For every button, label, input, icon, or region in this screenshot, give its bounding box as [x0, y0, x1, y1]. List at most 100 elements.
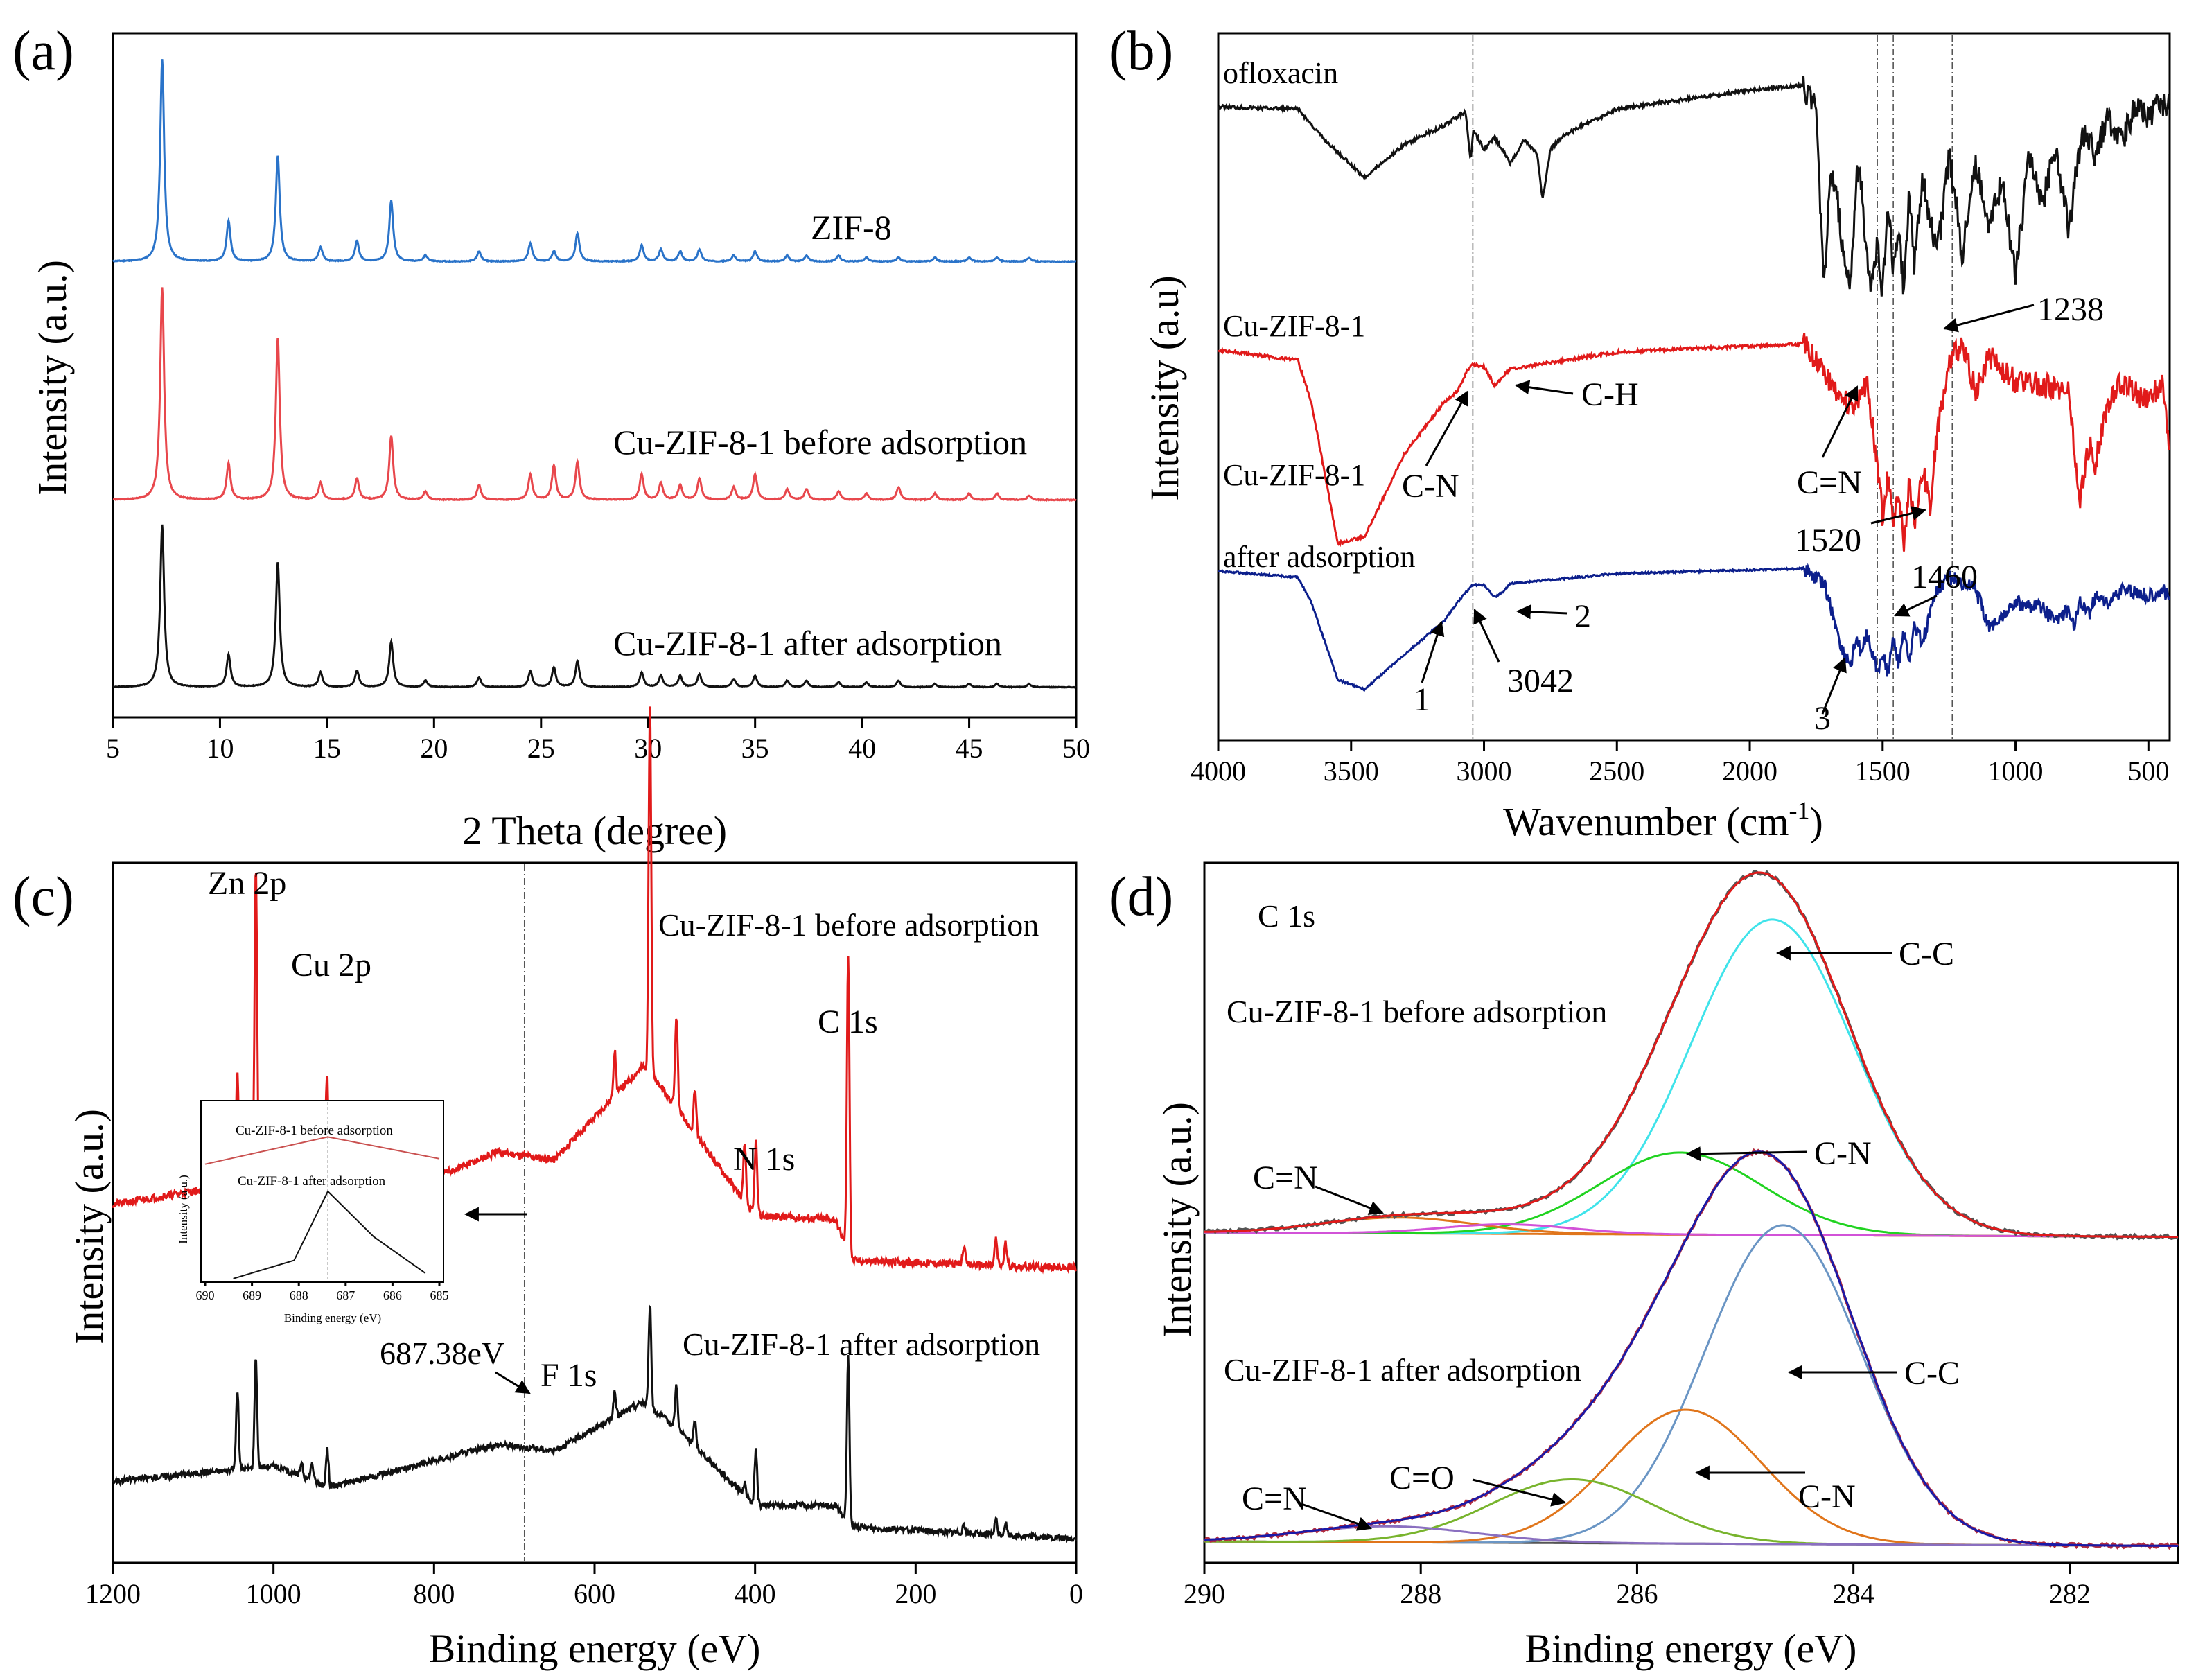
label-zn2p: Zn 2p	[208, 865, 286, 902]
panel-b-label: (b)	[1109, 21, 1173, 82]
x-tick-label: 0	[1069, 1578, 1083, 1609]
panel-a-ylabel: Intensity (a.u.)	[30, 260, 75, 496]
xps-survey-line	[112, 1304, 1078, 1543]
x-tick-label: 290	[1184, 1578, 1225, 1609]
c1s-envelope-line	[1204, 871, 2178, 1238]
x-tick-label: 500	[2127, 755, 2169, 787]
label-ceqn: C=N	[1797, 464, 1862, 501]
panel-d-label: (d)	[1109, 866, 1173, 927]
c1s-component-line	[1204, 918, 2178, 1238]
label-ceqn1: C=N	[1253, 1160, 1318, 1196]
arrow-n1	[1421, 621, 1445, 683]
x-tick-label: 685	[430, 1288, 449, 1302]
label-1520: 1520	[1795, 522, 1861, 559]
c1s-component-line	[1204, 1478, 2178, 1547]
arrow-1460	[1894, 595, 1938, 617]
panel-c-x-ticks: 1200 1000 800 600 400 200 0	[85, 1563, 1083, 1609]
label-n2: 2	[1574, 598, 1591, 635]
x-tick-label: 15	[313, 733, 341, 764]
x-tick-label: 686	[383, 1288, 402, 1302]
label-d-after: Cu-ZIF-8-1 after adsorption	[1224, 1352, 1581, 1388]
arrow-cn	[1425, 390, 1469, 466]
label-a-before: Cu-ZIF-8-1 before adsorption	[613, 423, 1027, 462]
label-n3: 3	[1814, 700, 1831, 737]
x-tick-label: 400	[735, 1578, 776, 1609]
panel-c-ylabel: Intensity (a.u.)	[67, 1109, 112, 1345]
label-d-before: Cu-ZIF-8-1 before adsorption	[1227, 994, 1607, 1029]
label-3042: 3042	[1507, 663, 1574, 699]
x-tick-label: 200	[895, 1578, 936, 1609]
x-tick-label: 40	[848, 733, 876, 764]
panel-a-frame	[112, 32, 1078, 719]
x-tick-label: 2000	[1722, 755, 1777, 787]
label-c-after: Cu-ZIF-8-1 after adsorption	[683, 1327, 1040, 1362]
panel-b-xlabel-main: Wavenumber (cm	[1503, 799, 1789, 844]
label-a-after: Cu-ZIF-8-1 after adsorption	[613, 624, 1002, 663]
x-tick-label: 1200	[85, 1578, 141, 1609]
label-ceqn2: C=N	[1242, 1480, 1307, 1517]
x-tick-label: 30	[634, 733, 662, 764]
x-tick-label: 3000	[1457, 755, 1512, 787]
panel-b-reference-lines	[1472, 35, 1953, 739]
panel-b: (b) 4000 3500 3000 2500 2000 1500 1000 500 Wave…	[1109, 21, 2171, 844]
x-tick-label: 10	[206, 733, 234, 764]
label-cc2: C-C	[1904, 1355, 1960, 1392]
x-tick-label: 35	[741, 733, 769, 764]
inset-ylabel: Intensity (a.u.)	[177, 1175, 190, 1244]
label-c-before: Cu-ZIF-8-1 before adsorption	[658, 907, 1039, 943]
label-687ev: 687.38eV	[380, 1336, 504, 1371]
label-cu2p: Cu 2p	[291, 947, 371, 983]
c1s-measured-line	[1204, 870, 2179, 1241]
panel-b-frame	[1217, 32, 2171, 742]
label-c-c1s: C 1s	[818, 1004, 878, 1040]
xrd-series-line	[112, 59, 1077, 264]
x-tick-label: 687	[336, 1288, 355, 1302]
panel-a-series	[112, 59, 1077, 689]
inset-series	[204, 1102, 440, 1281]
x-tick-label: 50	[1062, 733, 1090, 764]
x-tick-label: 600	[574, 1578, 615, 1609]
arrow-687ev	[495, 1371, 531, 1394]
panel-b-xlabel-end: )	[1810, 799, 1823, 844]
x-tick-label: 1000	[1988, 755, 2044, 787]
x-tick-label: 1000	[246, 1578, 301, 1609]
label-cn2: C-N	[1798, 1478, 1856, 1515]
inset-frame	[200, 1100, 444, 1283]
panel-b-series	[1217, 76, 2171, 692]
x-tick-label: 1500	[1855, 755, 1911, 787]
arrow-n3	[1821, 657, 1847, 715]
arrow-1238	[1942, 304, 2035, 333]
label-cn1: C-N	[1814, 1135, 1872, 1172]
arrow-3042	[1473, 609, 1500, 663]
panel-b-xlabel: Wavenumber (cm-1)	[1503, 796, 1823, 844]
arrow-ceqn	[1821, 385, 1859, 458]
ftir-series-line	[1218, 563, 2171, 692]
x-tick-label: 45	[956, 733, 983, 764]
inset-series-line	[204, 1136, 440, 1165]
inset-label-before: Cu-ZIF-8-1 before adsorption	[236, 1123, 393, 1138]
x-tick-label: 20	[420, 733, 448, 764]
panel-c-inset: 690 689 688 687 686 685 Cu-ZIF-8-1 before ads…	[177, 1100, 449, 1324]
ftir-series-line	[1217, 76, 2170, 297]
panel-a-label: (a)	[12, 21, 74, 82]
x-tick-label: 690	[196, 1288, 215, 1302]
arrow-ceqo2	[1472, 1478, 1567, 1507]
ftir-series-line	[1218, 333, 2171, 552]
x-tick-label: 689	[243, 1288, 261, 1302]
x-tick-label: 2500	[1589, 755, 1644, 787]
panel-d-ylabel: Intensity (a.u.)	[1154, 1102, 1200, 1338]
label-b-after1: Cu-ZIF-8-1	[1223, 458, 1365, 492]
x-tick-label: 3500	[1324, 755, 1379, 787]
inset-series-line	[233, 1190, 426, 1279]
xrd-series-line	[112, 287, 1077, 502]
x-tick-label: 284	[1833, 1578, 1874, 1609]
label-b-cu: Cu-ZIF-8-1	[1223, 309, 1365, 343]
label-1238: 1238	[2037, 291, 2104, 328]
x-tick-label: 288	[1400, 1578, 1441, 1609]
label-ofloxacin: ofloxacin	[1223, 56, 1338, 90]
inset-xlabel: Binding energy (eV)	[284, 1311, 381, 1324]
x-tick-label: 688	[290, 1288, 308, 1302]
panel-c-label: (c)	[12, 866, 74, 927]
panel-b-ylabel: Intensity (a.u)	[1142, 275, 1187, 500]
panel-b-x-ticks: 4000 3500 3000 2500 2000 1500 1000 500	[1191, 740, 2169, 787]
